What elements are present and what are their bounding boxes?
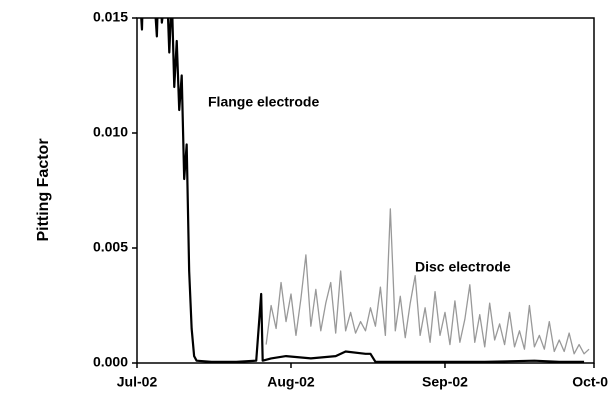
x-tick-label: Jul-02 [117, 374, 158, 390]
annotation: Flange electrode [208, 94, 319, 110]
x-tick-label: Oct-02 [572, 374, 608, 390]
y-axis-label: Pitting Factor [35, 138, 52, 241]
x-tick-label: Sep-02 [422, 374, 468, 390]
plot-lines [140, 18, 590, 363]
data-line [140, 18, 585, 363]
y-tick-label: 0.000 [93, 354, 128, 370]
data-line [265, 208, 590, 355]
annotation: Disc electrode [415, 259, 511, 275]
y-tick-label: 0.010 [93, 124, 128, 140]
y-tick-label: 0.005 [93, 239, 128, 255]
y-tick-label: 0.015 [93, 9, 128, 25]
x-tick-label: Aug-02 [267, 374, 315, 390]
plot-frame [136, 17, 595, 364]
